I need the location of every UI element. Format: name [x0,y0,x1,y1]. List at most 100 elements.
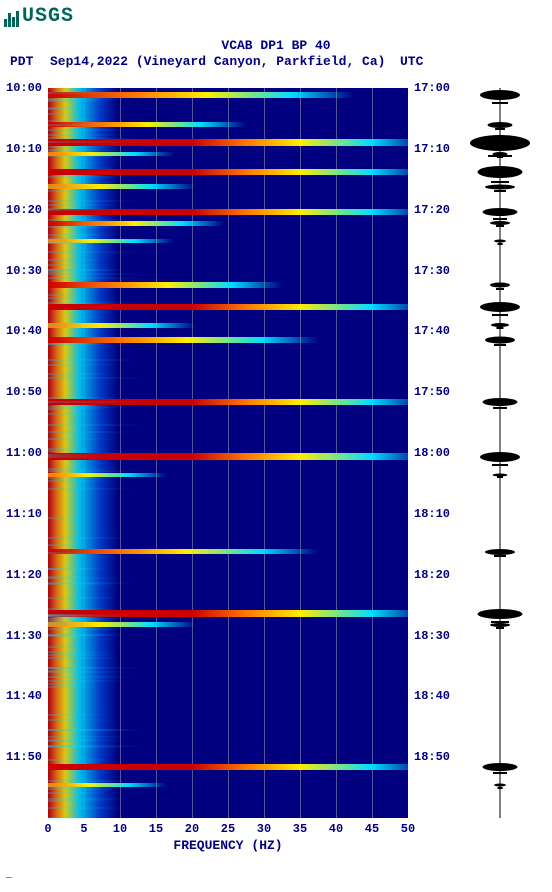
bg-texture [48,226,131,228]
bg-texture [48,251,140,253]
x-tick-label: 10 [113,822,127,836]
bg-texture [48,431,136,433]
bg-texture [48,667,106,669]
bg-texture [48,450,92,452]
bg-texture [48,686,103,688]
y-tick-left: 10:20 [6,203,42,217]
bg-texture [48,480,113,482]
y-tick-left: 10:00 [6,81,42,95]
bg-texture [48,204,118,206]
bg-texture [48,798,131,800]
seis-burst [480,90,520,100]
seis-burst [478,609,523,619]
bg-texture [48,657,121,659]
seis-burst [490,283,510,288]
seis-burst [483,208,518,216]
seis-burst [485,549,515,555]
seis-spike [492,102,508,104]
seis-spike [493,772,507,774]
seis-burst [470,135,530,151]
seis-burst [488,122,513,128]
bg-texture [48,373,115,375]
y-tick-right: 17:40 [414,324,450,338]
y-tick-right: 18:10 [414,507,450,521]
seis-burst [478,166,523,178]
bg-texture [48,277,142,279]
bg-texture [48,155,129,157]
bg-texture [48,786,130,788]
x-tick-label: 50 [401,822,415,836]
bg-texture [48,736,134,738]
bg-texture [48,537,133,539]
seis-burst [483,398,518,406]
y-tick-left: 11:30 [6,629,42,643]
x-tick-label: 5 [80,822,87,836]
bg-texture [48,646,94,648]
bg-texture [48,146,135,148]
logo-text: USGS [22,5,74,28]
bg-texture [48,113,97,115]
bg-texture [48,200,139,202]
x-axis-label: FREQUENCY (HZ) [48,838,408,853]
bg-texture [48,517,89,519]
seis-spike [497,156,503,158]
bg-texture [48,237,107,239]
y-tick-right: 18:20 [414,568,450,582]
x-tick-label: 25 [221,822,235,836]
bg-texture [48,456,110,458]
bg-texture [48,264,103,266]
seis-spike [496,288,504,290]
spectrogram-plot [48,88,408,818]
y-tick-right: 18:30 [414,629,450,643]
bg-texture [48,719,99,721]
seis-spike [496,327,503,329]
bg-texture [48,324,94,326]
y-tick-left: 11:00 [6,446,42,460]
y-tick-left: 10:50 [6,385,42,399]
x-tick-label: 45 [365,822,379,836]
bg-texture [48,568,100,570]
seis-spike [496,225,504,227]
bg-texture [48,424,147,426]
seis-spike [497,476,503,478]
bg-texture [48,377,145,379]
seis-spike [492,314,508,316]
logo-bars [4,4,20,27]
bg-texture [48,134,132,136]
bg-texture [48,408,109,410]
bg-texture [48,470,146,472]
y-tick-left: 10:40 [6,324,42,338]
x-tick-label: 0 [44,822,51,836]
bg-texture [48,413,104,415]
bg-texture [48,807,127,809]
bg-texture [48,129,135,131]
y-tick-left: 11:40 [6,689,42,703]
bg-texture [48,544,94,546]
bg-texture [48,438,115,440]
bg-texture [48,294,95,296]
bg-texture [48,141,141,143]
seis-burst [480,302,520,312]
x-tick-label: 15 [149,822,163,836]
seis-spike [494,555,506,557]
bg-texture [48,190,89,192]
bg-texture [48,234,119,236]
bg-texture [48,364,120,366]
bg-texture [48,397,123,399]
bg-texture [48,729,142,731]
seis-spike [498,787,503,789]
bg-texture [48,683,98,685]
bg-texture [48,454,104,456]
bg-texture [48,269,131,271]
footer-mark: _ [6,870,12,881]
seis-burst [485,336,515,343]
x-tick-label: 30 [257,822,271,836]
bg-texture [48,576,92,578]
bg-texture [48,297,92,299]
bg-texture [48,817,91,819]
x-tick-label: 35 [293,822,307,836]
bg-texture [48,108,97,110]
x-tick-label: 20 [185,822,199,836]
y-tick-left: 11:10 [6,507,42,521]
bg-texture [48,582,138,584]
